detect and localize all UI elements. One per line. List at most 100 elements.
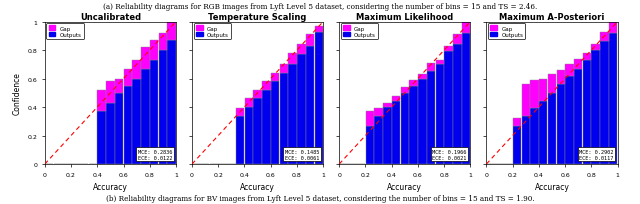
Text: MCE: 0.1966
ECE: 0.0021: MCE: 0.1966 ECE: 0.0021 — [432, 149, 467, 160]
Bar — [410, 86, 418, 164]
Bar — [565, 65, 573, 76]
Bar — [236, 116, 244, 164]
Bar — [262, 91, 271, 164]
Bar — [427, 72, 435, 164]
Bar — [315, 27, 323, 32]
Bar — [253, 91, 262, 99]
Text: (a) Reliability diagrams for RGB images from Lyft Level 5 dataset, considering t: (a) Reliability diagrams for RGB images … — [103, 3, 537, 11]
Bar — [522, 85, 530, 116]
Bar — [539, 102, 547, 164]
Bar — [574, 69, 582, 164]
Bar — [557, 85, 565, 164]
Bar — [289, 54, 297, 65]
Title: Uncalibrated: Uncalibrated — [80, 13, 141, 22]
Bar — [427, 64, 435, 72]
Bar — [168, 41, 176, 164]
X-axis label: Accuracy: Accuracy — [93, 182, 128, 191]
Bar — [513, 126, 521, 164]
Bar — [444, 52, 452, 164]
Bar — [462, 34, 470, 164]
Bar — [548, 93, 556, 164]
Bar — [453, 35, 461, 45]
Bar — [315, 32, 323, 164]
Title: Maximum A-Posteriori: Maximum A-Posteriori — [499, 13, 605, 22]
X-axis label: Accuracy: Accuracy — [387, 182, 422, 191]
Bar — [418, 75, 426, 79]
Bar — [365, 126, 374, 164]
Bar — [115, 93, 124, 164]
Bar — [410, 81, 418, 86]
Bar — [106, 103, 115, 164]
Bar — [383, 103, 392, 108]
Y-axis label: Confidence: Confidence — [13, 72, 22, 115]
Bar — [600, 42, 609, 164]
Bar — [574, 59, 582, 69]
Bar — [453, 45, 461, 164]
Bar — [401, 88, 409, 93]
Bar — [392, 102, 400, 164]
Bar — [609, 34, 618, 164]
Bar — [401, 93, 409, 164]
Bar — [306, 35, 314, 47]
Bar — [548, 75, 556, 93]
Bar — [462, 22, 470, 34]
Bar — [141, 69, 150, 164]
Bar — [150, 61, 158, 164]
Bar — [557, 71, 565, 85]
Bar — [436, 65, 444, 164]
Bar — [539, 79, 547, 102]
Legend: Gap, Outputs: Gap, Outputs — [194, 24, 231, 40]
Legend: Gap, Outputs: Gap, Outputs — [488, 24, 525, 40]
Bar — [159, 51, 167, 164]
Bar — [132, 61, 141, 79]
Bar — [132, 79, 141, 164]
Bar — [141, 48, 150, 69]
Bar — [600, 32, 609, 42]
Bar — [591, 51, 600, 164]
Bar — [531, 109, 539, 164]
Bar — [106, 82, 115, 103]
Bar — [609, 22, 618, 34]
Bar — [306, 47, 314, 164]
Bar — [591, 45, 600, 51]
Bar — [383, 108, 392, 164]
Legend: Gap, Outputs: Gap, Outputs — [47, 24, 84, 40]
Bar — [289, 65, 297, 164]
Bar — [444, 47, 452, 52]
Bar — [159, 34, 167, 51]
Bar — [436, 61, 444, 65]
Bar — [297, 55, 305, 164]
X-axis label: Accuracy: Accuracy — [240, 182, 275, 191]
Bar — [365, 112, 374, 126]
Title: Maximum Likelihood: Maximum Likelihood — [356, 13, 453, 22]
Bar — [583, 54, 591, 61]
Bar — [374, 116, 383, 164]
Bar — [392, 96, 400, 102]
Bar — [124, 69, 132, 86]
Bar — [150, 41, 158, 61]
Bar — [236, 109, 244, 116]
Legend: Gap, Outputs: Gap, Outputs — [341, 24, 378, 40]
Bar — [271, 82, 279, 164]
Bar — [374, 109, 383, 116]
Bar — [244, 99, 253, 108]
Bar — [244, 108, 253, 164]
Bar — [271, 73, 279, 82]
Bar — [253, 99, 262, 164]
X-axis label: Accuracy: Accuracy — [534, 182, 570, 191]
Title: Temperature Scaling: Temperature Scaling — [209, 13, 307, 22]
Bar — [513, 119, 521, 126]
Bar — [583, 61, 591, 164]
Text: (b) Reliability diagrams for BV images from Lyft Level 5 dataset, considering th: (b) Reliability diagrams for BV images f… — [106, 194, 534, 202]
Bar — [97, 112, 106, 164]
Bar — [522, 116, 530, 164]
Bar — [168, 22, 176, 41]
Text: MCE: 0.1485
ECE: 0.0061: MCE: 0.1485 ECE: 0.0061 — [285, 149, 319, 160]
Bar — [97, 91, 106, 112]
Text: MCE: 0.2836
ECE: 0.0122: MCE: 0.2836 ECE: 0.0122 — [138, 149, 172, 160]
Bar — [262, 82, 271, 91]
Bar — [565, 76, 573, 164]
Bar — [531, 81, 539, 109]
Bar — [115, 79, 124, 93]
Text: MCE: 0.2902
ECE: 0.0117: MCE: 0.2902 ECE: 0.0117 — [579, 149, 614, 160]
